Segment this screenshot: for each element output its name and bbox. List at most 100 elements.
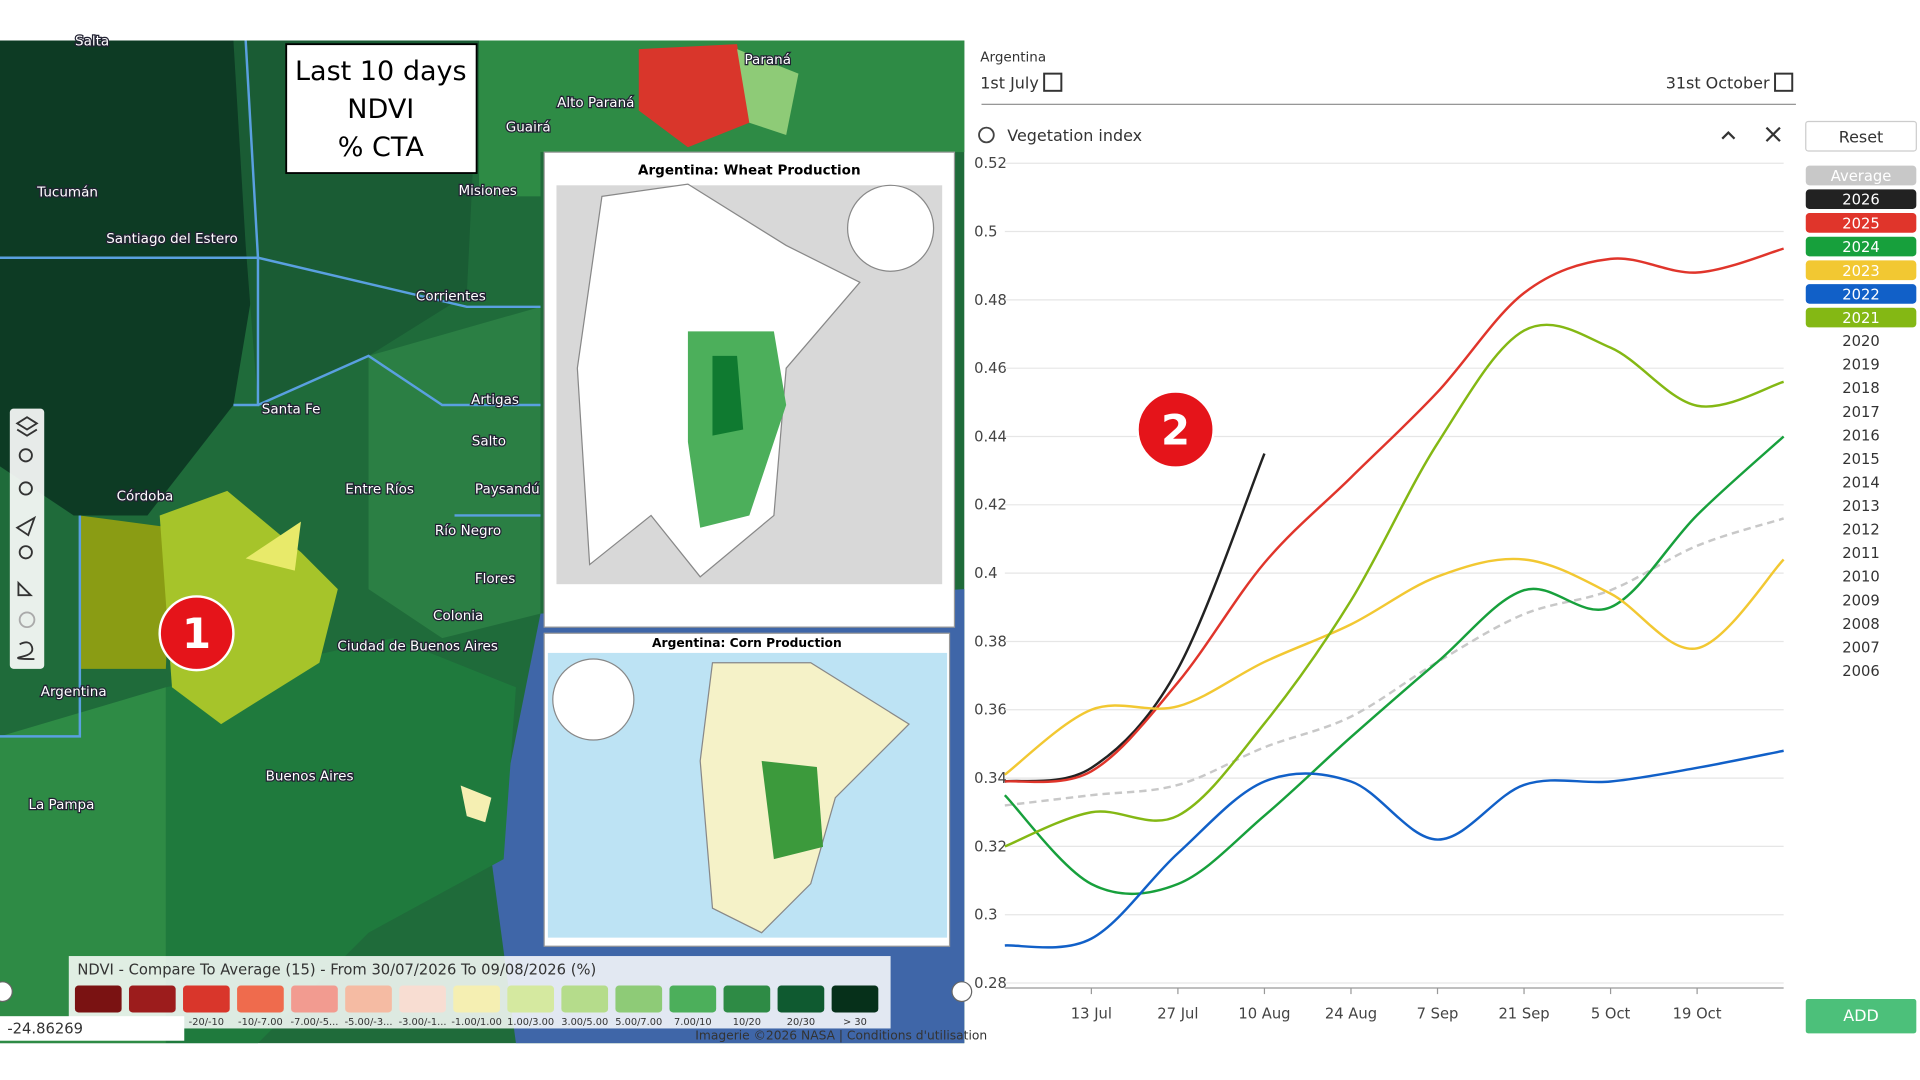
legend-year[interactable]: 2015 bbox=[1842, 451, 1879, 468]
inset-globe bbox=[846, 184, 935, 272]
legend-label: 2022 bbox=[1842, 286, 1879, 303]
map-toolbar[interactable] bbox=[9, 408, 45, 669]
border bbox=[0, 256, 260, 407]
region bbox=[460, 785, 492, 823]
y-tick-label: 0.46 bbox=[974, 360, 1007, 377]
legend-item[interactable] bbox=[1805, 236, 1917, 257]
legend-year[interactable]: 2007 bbox=[1842, 639, 1879, 656]
x-tick-label: 13 Jul bbox=[1071, 1006, 1112, 1023]
scroll-right[interactable] bbox=[951, 981, 973, 1003]
series-line bbox=[1004, 453, 1266, 783]
legend-swatch bbox=[723, 985, 771, 1013]
y-tick-label: 0.5 bbox=[974, 223, 997, 240]
zoom-out-icon[interactable] bbox=[18, 481, 33, 496]
legend-item[interactable] bbox=[1805, 165, 1917, 186]
legend-label: 7.00/10 bbox=[674, 1017, 712, 1028]
search-icon[interactable] bbox=[18, 545, 33, 560]
draw-icon[interactable] bbox=[17, 641, 35, 660]
legend-year[interactable]: 2011 bbox=[1842, 545, 1879, 562]
marker-label: 2 bbox=[1161, 405, 1190, 454]
coords: -24.86269 bbox=[7, 1020, 83, 1037]
legend-label: 3.00/5.00 bbox=[561, 1017, 608, 1028]
place-label: Argentina bbox=[41, 684, 107, 700]
legend-swatch bbox=[237, 985, 284, 1013]
place-label: Flores bbox=[475, 571, 515, 587]
region bbox=[0, 687, 166, 1044]
x-tick-label: 24 Aug bbox=[1325, 1006, 1377, 1023]
map: Salta Tucumán Santiago del Estero Corriente… bbox=[0, 32, 987, 1044]
collapse-icon[interactable] bbox=[1721, 130, 1736, 140]
legend-year[interactable]: 2020 bbox=[1842, 333, 1879, 350]
locate-icon[interactable] bbox=[15, 515, 37, 537]
legend-swatch bbox=[507, 985, 555, 1013]
legend-item[interactable] bbox=[1805, 260, 1917, 281]
x-tick-label: 5 Oct bbox=[1591, 1006, 1631, 1023]
legend-year[interactable]: 2008 bbox=[1842, 616, 1879, 633]
legend-label: -10/-7.00 bbox=[238, 1017, 283, 1028]
legend-label: Average bbox=[1831, 168, 1891, 185]
border bbox=[244, 40, 541, 309]
legend-item[interactable] bbox=[1805, 213, 1917, 233]
legend-item[interactable] bbox=[1805, 284, 1917, 304]
legend-title: NDVI - Compare To Average (15) - From 30… bbox=[77, 961, 596, 978]
place-label: Colonia bbox=[433, 608, 483, 624]
start-date[interactable]: 1st July bbox=[980, 73, 1039, 92]
measure-icon[interactable] bbox=[17, 580, 33, 597]
legend-year[interactable]: 2018 bbox=[1842, 380, 1879, 397]
legend-year[interactable]: 2009 bbox=[1842, 592, 1879, 609]
chart: 0.28 0.3 0.32 0.34 0.36 0.38 0.4 0.42 0.44 0.46 0.… bbox=[974, 155, 1917, 1023]
calendar-icon[interactable] bbox=[1043, 72, 1063, 92]
series-line bbox=[1003, 435, 1785, 896]
legend-label: 2026 bbox=[1842, 192, 1879, 209]
region bbox=[0, 40, 258, 516]
place-label: Buenos Aires bbox=[266, 769, 354, 785]
place-label: Entre Ríos bbox=[345, 481, 414, 497]
legend-year[interactable]: 2012 bbox=[1842, 522, 1879, 539]
end-date[interactable]: 31st October bbox=[1666, 73, 1770, 92]
zoom-in-icon[interactable] bbox=[18, 448, 33, 463]
close-icon[interactable] bbox=[1765, 126, 1781, 142]
legend-label: 1.00/3.00 bbox=[507, 1017, 554, 1028]
inset-title: Argentina: Wheat Production bbox=[638, 162, 861, 178]
place-label: Córdoba bbox=[117, 489, 174, 505]
target-icon[interactable] bbox=[18, 611, 36, 629]
legend-label: 5.00/7.00 bbox=[615, 1017, 662, 1028]
legend-year[interactable]: 2014 bbox=[1842, 474, 1879, 491]
legend-year[interactable]: 2017 bbox=[1842, 404, 1879, 421]
marker-label: 1 bbox=[182, 609, 211, 658]
legend-year[interactable]: 2010 bbox=[1842, 569, 1879, 586]
overlay-box bbox=[285, 43, 478, 174]
x-tick-label: 7 Sep bbox=[1417, 1006, 1459, 1023]
inset-region bbox=[712, 355, 744, 436]
y-tick-label: 0.28 bbox=[974, 975, 1007, 992]
legend-year[interactable]: 2016 bbox=[1842, 427, 1879, 444]
scroll-left[interactable] bbox=[0, 981, 13, 1003]
border bbox=[257, 354, 541, 407]
place-label: Ciudad de Buenos Aires bbox=[337, 638, 498, 654]
legend-item[interactable] bbox=[1805, 189, 1917, 210]
reset-button[interactable] bbox=[1805, 120, 1917, 152]
series-line bbox=[1004, 749, 1784, 949]
legend-year[interactable]: 2013 bbox=[1842, 498, 1879, 515]
add-button[interactable] bbox=[1805, 999, 1917, 1034]
coords-box bbox=[0, 1016, 185, 1041]
legend-item[interactable] bbox=[1805, 307, 1917, 328]
add-label[interactable]: ADD bbox=[1843, 1006, 1879, 1025]
x-tick-label: 10 Aug bbox=[1238, 1006, 1290, 1023]
legend-swatch bbox=[128, 985, 176, 1013]
region bbox=[737, 49, 799, 135]
y-tick-label: 0.3 bbox=[974, 907, 997, 924]
calendar-icon[interactable] bbox=[1774, 72, 1794, 92]
legend-label: 2024 bbox=[1842, 239, 1879, 256]
y-tick-label: 0.36 bbox=[974, 702, 1007, 719]
legend-year[interactable]: 2019 bbox=[1842, 357, 1879, 374]
legend-year[interactable]: 2006 bbox=[1842, 663, 1879, 680]
overlay-text: Last 10 days bbox=[295, 56, 467, 87]
place-label: Artigas bbox=[471, 392, 519, 408]
reset-label[interactable]: Reset bbox=[1839, 127, 1884, 146]
layers-icon[interactable] bbox=[15, 416, 39, 437]
place-label: La Pampa bbox=[28, 797, 94, 813]
y-tick-label: 0.32 bbox=[974, 838, 1007, 855]
y-tick-label: 0.52 bbox=[974, 155, 1007, 172]
